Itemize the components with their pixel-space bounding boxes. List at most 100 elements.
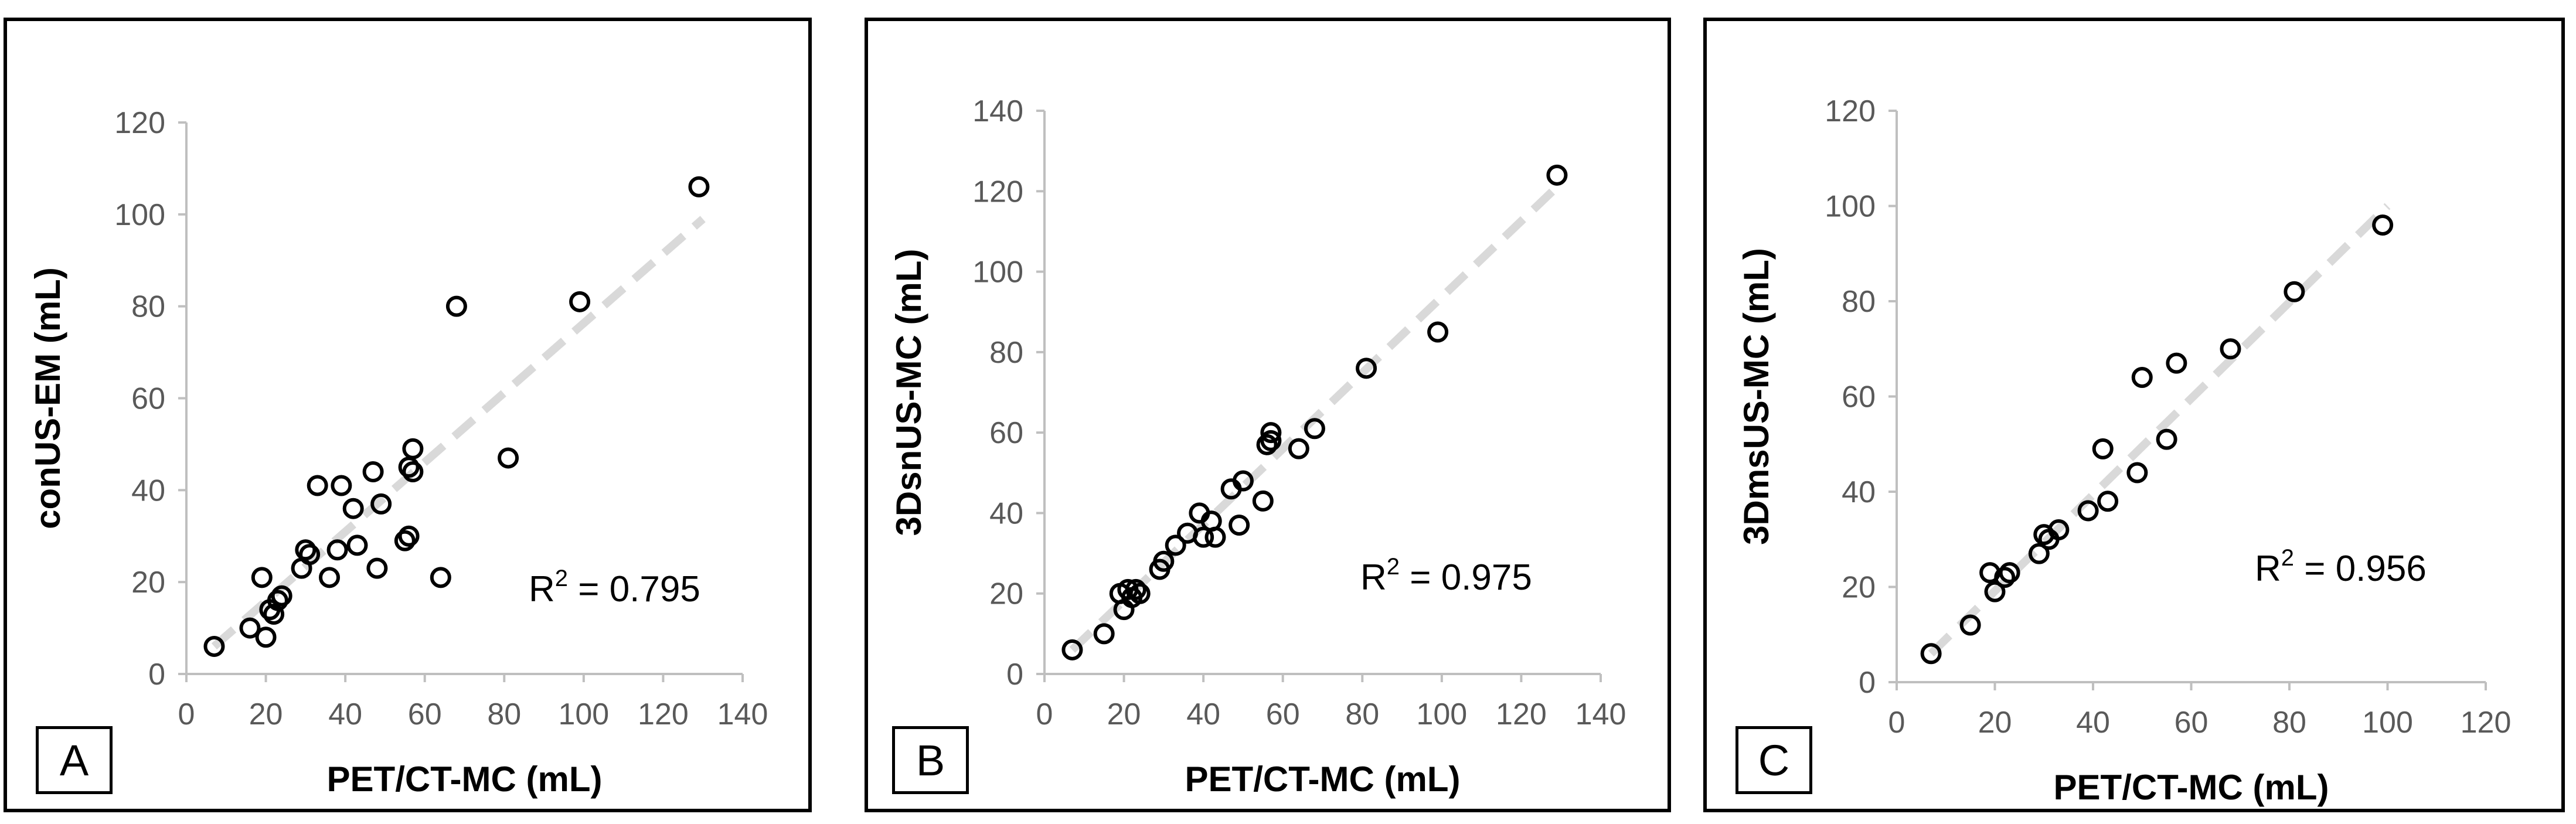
panel-label-c: C [1736, 726, 1812, 794]
x-tick-label: 20 [1107, 697, 1141, 731]
data-point-a-18 [366, 557, 388, 579]
panel-label-b: B [892, 726, 969, 794]
y-tick-label: 120 [1825, 94, 1876, 128]
x-tick-label: 40 [328, 697, 362, 731]
y-tick-label: 20 [989, 577, 1023, 611]
trendline-a [211, 216, 706, 650]
data-point-a-10 [299, 544, 321, 566]
data-point-a-5 [263, 604, 285, 625]
x-tick-label: 0 [1888, 706, 1905, 740]
data-point-b-24 [1304, 418, 1325, 440]
data-point-c-18 [2284, 281, 2305, 302]
data-point-b-22 [1260, 430, 1282, 451]
chart-panel-a: 0 20 40 60 80 100 120 140 0 20 40 60 80 100 120 PET/CT-… [4, 18, 812, 812]
x-tick-label: 0 [178, 697, 195, 731]
data-point-b-19 [1252, 490, 1274, 512]
x-tick-label: 40 [1186, 697, 1220, 731]
data-point-a-24 [402, 438, 424, 459]
x-tick-label: 20 [1978, 706, 2012, 740]
panel-label-a: A [36, 726, 113, 794]
trendline-c [1928, 203, 2391, 657]
data-point-a-27 [498, 447, 519, 469]
data-point-a-14 [331, 475, 352, 496]
x-tick-label: 80 [2272, 706, 2306, 740]
r-squared-label-a: R2 = 0.795 [529, 566, 700, 610]
data-point-a-29 [688, 176, 710, 198]
data-point-b-26 [1427, 321, 1449, 343]
data-point-b-15 [1204, 526, 1226, 548]
data-point-b-18 [1232, 470, 1254, 492]
scatter-chart-c: 0 20 40 60 80 100 120 0 20 40 60 80 100 120 PET/CT-MC … [1737, 94, 2512, 807]
y-tick-label: 60 [1842, 380, 1876, 414]
y-tick-label: 100 [1825, 190, 1876, 224]
chart-panel-c: 0 20 40 60 80 100 120 0 20 40 60 80 100 120 PET/CT-MC … [1703, 18, 2565, 812]
y-tick-label: 0 [1006, 658, 1023, 692]
x-tick-label: 40 [2076, 706, 2110, 740]
x-tick-label: 140 [717, 697, 768, 731]
data-point-b-21 [1260, 422, 1282, 444]
y-tick-label: 80 [989, 336, 1023, 370]
data-point-a-20 [394, 530, 416, 551]
r-squared-superscript: 2 [555, 566, 568, 591]
data-point-a-15 [342, 498, 364, 519]
data-point-b-27 [1546, 164, 1568, 186]
data-point-c-19 [2372, 214, 2394, 236]
data-point-b-7 [1129, 583, 1151, 604]
r-squared-symbol: R [2255, 549, 2281, 589]
y-tick-label: 20 [131, 566, 165, 600]
scatter-chart-a: 0 20 40 60 80 100 120 140 0 20 40 60 80 100 120 PET/CT-… [28, 106, 768, 799]
data-point-b-25 [1356, 357, 1377, 379]
data-point-b-23 [1288, 438, 1309, 459]
y-tick-label: 80 [131, 290, 165, 324]
data-point-a-2 [251, 567, 273, 588]
y-tick-label: 40 [989, 496, 1023, 530]
x-tick-label: 100 [2362, 706, 2413, 740]
data-point-c-12 [2097, 491, 2119, 512]
x-tick-label: 80 [1345, 697, 1379, 731]
data-point-c-5 [1999, 562, 2020, 584]
r-squared-label-c: R2 = 0.956 [2255, 545, 2427, 589]
data-point-a-1 [239, 617, 261, 639]
r-squared-value: = 0.795 [568, 569, 700, 610]
data-point-a-23 [402, 461, 424, 482]
y-tick-label: 40 [131, 474, 165, 508]
trendline-b [1069, 180, 1564, 653]
y-axis-title-c: 3DmsUS-MC (mL) [1737, 248, 1776, 545]
data-point-a-7 [271, 585, 292, 607]
y-tick-label: 100 [114, 198, 165, 232]
y-tick-label: 120 [114, 106, 165, 140]
r-squared-value: = 0.975 [1400, 557, 1532, 598]
y-axis-title-b: 3DsnUS-MC (mL) [889, 249, 928, 536]
data-point-c-16 [2166, 352, 2187, 374]
r-squared-symbol: R [529, 569, 555, 610]
data-point-a-17 [362, 461, 384, 482]
x-tick-label: 120 [638, 697, 689, 731]
data-point-a-3 [255, 626, 277, 648]
y-tick-label: 0 [1859, 666, 1876, 700]
y-tick-label: 20 [1842, 571, 1876, 605]
y-tick-label: 0 [148, 658, 165, 692]
x-tick-label: 60 [1266, 697, 1300, 731]
data-point-b-9 [1153, 550, 1175, 572]
data-point-b-20 [1256, 434, 1278, 455]
data-point-c-4 [1994, 567, 2016, 588]
x-tick-label: 120 [2461, 706, 2512, 740]
data-point-c-10 [2077, 500, 2099, 522]
data-point-b-17 [1229, 515, 1250, 536]
data-point-c-6 [2028, 543, 2050, 564]
scatter-chart-b: 0 20 40 60 80 100 120 140 0 20 40 60 80 100 120 140 PET/… [889, 94, 1626, 799]
x-axis-title-c: PET/CT-MC (mL) [2054, 768, 2329, 807]
data-point-b-10 [1165, 534, 1186, 556]
y-tick-label: 60 [989, 416, 1023, 450]
data-point-c-11 [2092, 438, 2114, 459]
x-axis-title-a: PET/CT-MC (mL) [327, 760, 603, 799]
r-squared-symbol: R [1360, 557, 1387, 598]
x-tick-label: 80 [487, 697, 521, 731]
data-point-c-9 [2048, 519, 2070, 540]
data-point-b-13 [1193, 526, 1214, 548]
data-point-c-15 [2156, 428, 2177, 450]
r-squared-superscript: 2 [1387, 554, 1400, 580]
y-tick-label: 140 [972, 94, 1023, 128]
chart-panel-b: 0 20 40 60 80 100 120 140 0 20 40 60 80 100 120 140 PET/… [865, 18, 1671, 812]
data-point-a-16 [346, 534, 368, 556]
